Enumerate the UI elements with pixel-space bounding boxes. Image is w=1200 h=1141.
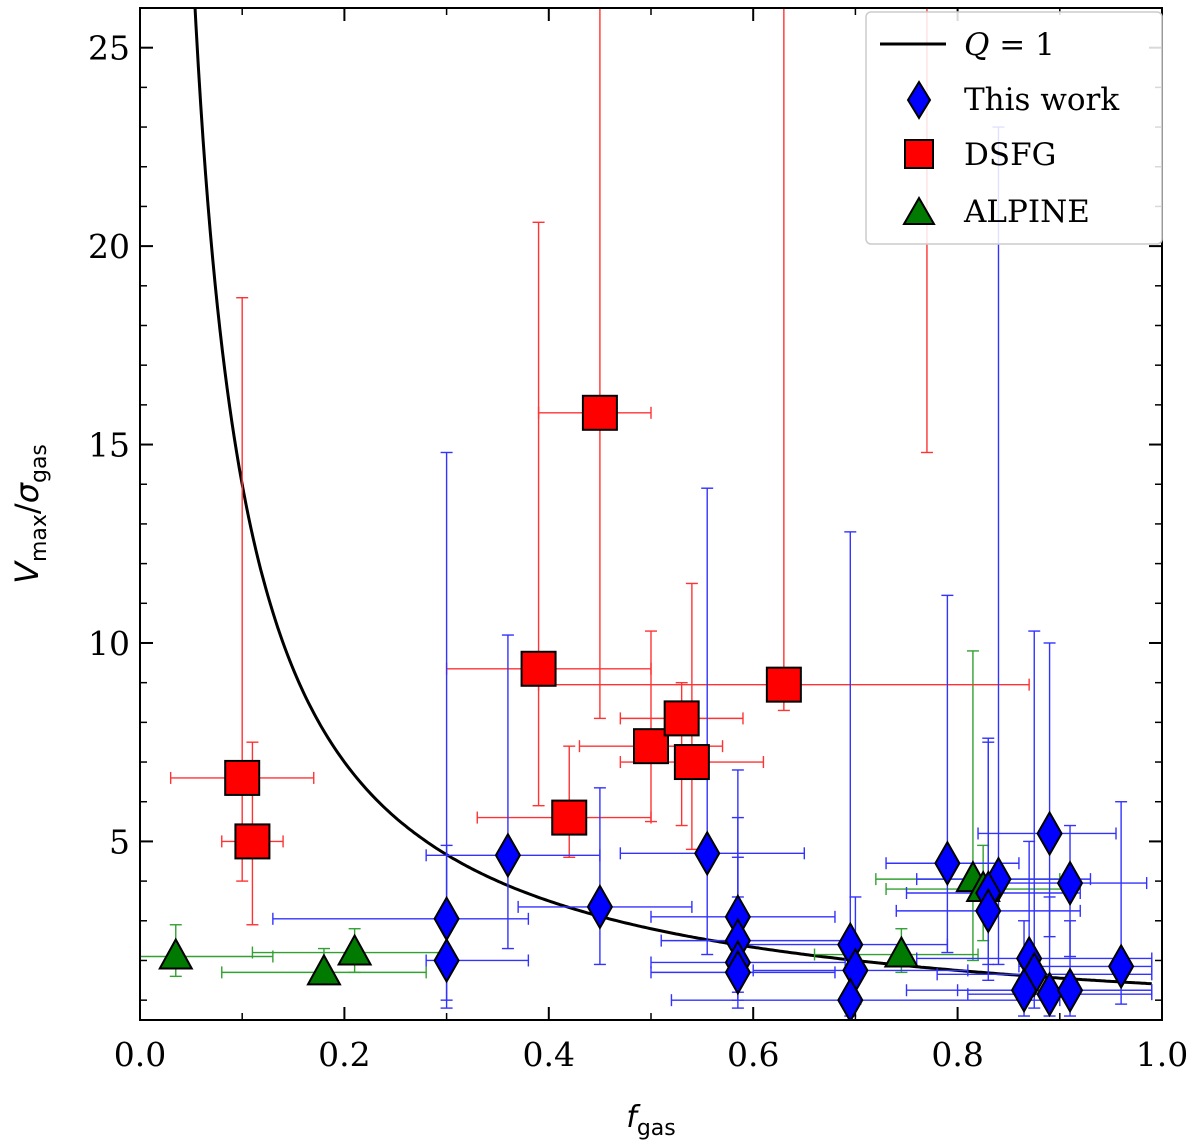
legend-alpine-marker (902, 195, 936, 225)
dsfg-point-3 (581, 394, 618, 431)
alpine-point-2 (336, 933, 373, 966)
this-work-point-11 (837, 977, 864, 1020)
this-work-point-22 (1056, 967, 1084, 1014)
this-work-point-17 (1056, 860, 1084, 907)
dsfg-point-5 (633, 728, 669, 765)
legend-q1-label: Q = 1 (964, 27, 1055, 63)
x-axis-label: fgas (626, 1100, 675, 1141)
legend-box (865, 11, 1163, 245)
marker-layer (158, 0, 1135, 1020)
this-work-point-23 (1107, 943, 1135, 990)
legend-alpine-label: ALPINE (963, 194, 1090, 230)
dsfg-point-4 (551, 799, 588, 836)
curve-layer (193, 8, 1152, 986)
this-work-point-2 (494, 832, 522, 879)
y-axis-label: Vmax/σgas (8, 444, 52, 584)
legend-dsfg-marker (904, 139, 934, 169)
y-tick-label-2: 15 (88, 426, 130, 465)
alpine-point-3 (883, 935, 920, 968)
x-tick-label-3: 0.6 (727, 1035, 779, 1074)
alpine-point-1 (306, 953, 342, 986)
y-axis-label-slash: / (8, 503, 46, 514)
legend-q1-symbol: Q (964, 27, 989, 63)
dsfg-point-7 (673, 744, 710, 781)
dsfg-point-9 (910, 0, 944, 5)
dsfg-point-1 (234, 823, 271, 860)
x-tick-label-5: 1.0 (1136, 1035, 1188, 1074)
dsfg-point-0 (224, 759, 261, 796)
y-axis-label-sub2: gas (27, 444, 52, 483)
this-work-point-15 (975, 887, 1002, 934)
this-work-point-8 (724, 949, 752, 996)
ticklabel-layer: 0.0 0.2 0.4 0.6 0.8 1.0 5 10 15 20 25 (88, 29, 1188, 1074)
q1-curve (193, 8, 1152, 986)
this-work-point-4 (694, 830, 721, 877)
legend-q1-value: = 1 (989, 27, 1054, 63)
legend-this-work-label: This work (964, 82, 1119, 118)
y-axis-label-sub1: max (27, 514, 52, 562)
this-work-point-3 (586, 883, 614, 930)
y-axis-label-main: V (8, 560, 46, 584)
this-work-point-16 (1036, 810, 1063, 857)
this-work-point-1 (433, 937, 460, 984)
alpine-point-0 (158, 937, 194, 970)
x-tick-label-2: 0.4 (523, 1035, 575, 1074)
y-tick-label-4: 25 (88, 29, 130, 68)
this-work-point-20 (1010, 967, 1038, 1014)
x-tick-label-1: 0.2 (318, 1035, 370, 1074)
this-work-point-12 (934, 840, 961, 887)
y-axis-label-sym: σ (8, 481, 46, 503)
dsfg-point-6 (663, 700, 700, 737)
y-tick-label-3: 20 (88, 227, 130, 266)
legend: Q = 1 This work DSFG ALPINE (865, 11, 1163, 245)
legend-dsfg-label: DSFG (964, 137, 1056, 173)
legend-this-work-marker (906, 80, 932, 120)
this-work-point-21 (1036, 971, 1063, 1018)
y-tick-label-1: 10 (88, 624, 130, 663)
dsfg-point-8 (765, 666, 802, 703)
y-tick-label-0: 5 (109, 822, 130, 861)
x-tick-label-0: 0.0 (114, 1035, 166, 1074)
x-tick-label-4: 0.8 (931, 1035, 983, 1074)
x-axis-label-sub: gas (637, 1116, 676, 1141)
dsfg-point-2 (520, 650, 557, 687)
